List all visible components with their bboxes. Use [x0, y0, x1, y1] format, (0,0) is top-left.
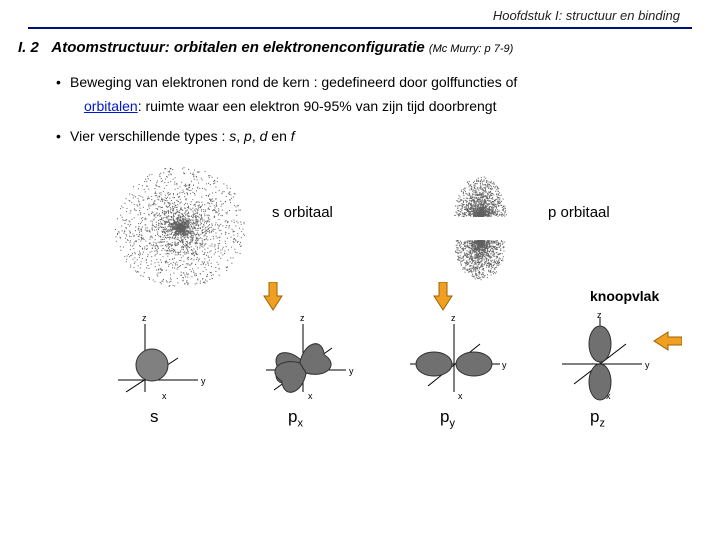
- keyword-orbitalen: orbitalen: [84, 98, 138, 114]
- cloud-row: s orbitaal p orbitaal knoopvlak: [0, 152, 720, 312]
- bullet-2: Vier verschillende types : s, p, d en f: [56, 128, 694, 144]
- bullet-list: Beweging van elektronen rond de kern : g…: [0, 56, 720, 90]
- and: en: [267, 128, 290, 144]
- type-f: f: [291, 128, 295, 144]
- axis-x: x: [162, 391, 167, 401]
- arrow-icon-2: [432, 282, 454, 312]
- s-orbital-diagram: y z x: [100, 312, 220, 402]
- section-reference: (Mc Murry: p 7-9): [429, 43, 513, 55]
- p-orbital-label: p orbitaal: [548, 204, 610, 221]
- py-label: py: [440, 407, 455, 429]
- bullet-1-rest: : ruimte waar een elektron 90-95% van zi…: [138, 98, 497, 114]
- header-rule: [28, 27, 692, 29]
- type-p: p: [244, 128, 252, 144]
- arrow-icon-1: [262, 282, 284, 312]
- sep-2: ,: [252, 128, 260, 144]
- s-orbital-cloud: [90, 152, 270, 302]
- section-number: I. 2: [18, 39, 39, 56]
- s-label: s: [150, 407, 159, 427]
- bullet-1-continuation: orbitalen: ruimte waar een elektron 90-9…: [0, 98, 720, 114]
- axis-z: z: [142, 313, 147, 323]
- bullet-2-prefix: Vier verschillende types :: [70, 128, 229, 144]
- px-label: px: [288, 407, 303, 429]
- s-orbital-label: s orbitaal: [272, 204, 333, 221]
- bullet-1: Beweging van elektronen rond de kern : g…: [56, 74, 694, 90]
- pz-label: pz: [590, 407, 605, 429]
- knoopvlak-label: knoopvlak: [590, 288, 659, 304]
- section-main-title: Atoomstructuur: orbitalen en elektronenc…: [51, 39, 424, 56]
- pz-orbital-diagram: y z x: [544, 312, 664, 402]
- bullet-list-2: Vier verschillende types : s, p, d en f: [0, 124, 720, 144]
- p-orbital-cloud: [400, 148, 560, 308]
- axis-y: y: [201, 376, 206, 386]
- sep-1: ,: [236, 128, 244, 144]
- chapter-header: Hoofdstuk I: structuur en binding: [0, 0, 720, 27]
- orbital-diagrams-row: y z x y z x y z x: [0, 312, 720, 432]
- py-orbital-diagram: y z x: [396, 312, 516, 402]
- px-orbital-diagram: y z x: [248, 312, 368, 402]
- section-title: I. 2 Atoomstructuur: orbitalen en elektr…: [0, 39, 720, 56]
